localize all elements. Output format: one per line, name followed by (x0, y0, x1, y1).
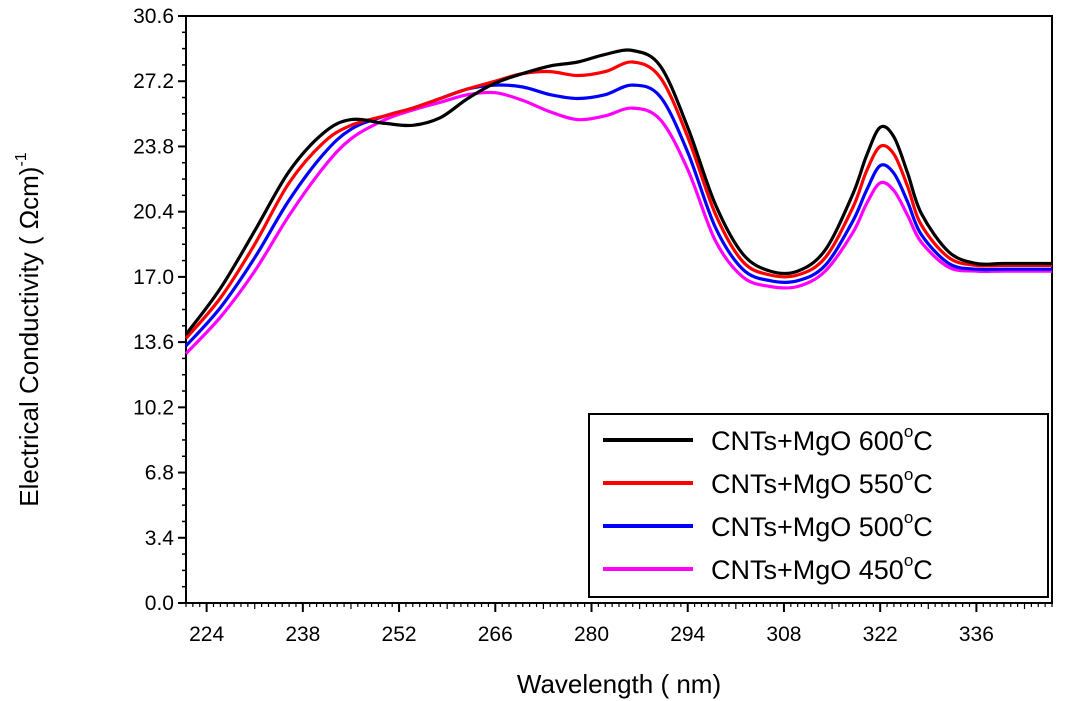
series-line (184, 60, 1052, 340)
legend-label-superscript: o (904, 508, 913, 527)
y-axis-title-text: Electrical Conductivity ( Ωcm) (14, 167, 44, 507)
legend-label: CNTs+MgO 600oC (711, 422, 933, 456)
x-axis: 224 238 252 266 280 294 308 322 336 (185, 603, 1053, 646)
legend-label-text: CNTs+MgO 450 (711, 555, 904, 585)
y-tick-label: 23.8 (133, 135, 174, 158)
x-tick-label: 252 (382, 623, 417, 646)
x-axis-title: Wavelength ( nm) (517, 669, 721, 699)
legend-label: CNTs+MgO 550oC (711, 465, 933, 499)
legend-label-text: CNTs+MgO 600 (711, 426, 904, 456)
legend-label-text: CNTs+MgO 550 (711, 469, 904, 499)
y-axis-title-superscript: -1 (13, 152, 30, 166)
x-tick-label: 280 (574, 623, 609, 646)
x-tick-label: 322 (863, 623, 898, 646)
y-tick-label: 0.0 (145, 592, 174, 615)
legend-label-unit: C (913, 469, 933, 499)
x-tick-label: 294 (670, 623, 705, 646)
legend-label-unit: C (913, 555, 933, 585)
legend-label: CNTs+MgO 450oC (711, 551, 933, 585)
y-axis-title-group: Electrical Conductivity ( Ωcm)-1 (13, 152, 44, 507)
series-lines (184, 48, 1052, 355)
series-line (184, 83, 1052, 347)
legend-label-superscript: o (904, 465, 913, 484)
x-tick-label: 336 (959, 623, 994, 646)
legend-label-superscript: o (904, 422, 913, 441)
y-tick-label: 6.8 (145, 462, 174, 485)
legend-label-superscript: o (904, 551, 913, 570)
legend-label-unit: C (913, 512, 933, 542)
y-tick-label: 27.2 (133, 70, 174, 93)
x-tick-label: 238 (285, 623, 320, 646)
series-line (184, 48, 1052, 336)
y-tick-label: 20.4 (133, 201, 174, 224)
y-tick-label: 13.6 (133, 331, 174, 354)
legend-label-unit: C (913, 426, 933, 456)
x-tick-label: 224 (189, 623, 224, 646)
y-tick-label: 30.6 (133, 5, 174, 28)
y-axis-title: Electrical Conductivity ( Ωcm)-1 (13, 152, 44, 507)
y-tick-label: 10.2 (133, 396, 174, 419)
legend-label: CNTs+MgO 500oC (711, 508, 933, 542)
x-tick-label: 308 (766, 623, 801, 646)
series-line (184, 90, 1052, 355)
legend-label-text: CNTs+MgO 500 (711, 512, 904, 542)
y-axis: 0.0 3.4 6.8 10.2 13.6 17.0 20.4 23.8 27.2 30.6 (133, 5, 186, 615)
y-tick-label: 3.4 (145, 527, 175, 550)
x-tick-label: 266 (478, 623, 513, 646)
y-tick-label: 17.0 (133, 266, 174, 289)
legend-box (588, 413, 1049, 598)
